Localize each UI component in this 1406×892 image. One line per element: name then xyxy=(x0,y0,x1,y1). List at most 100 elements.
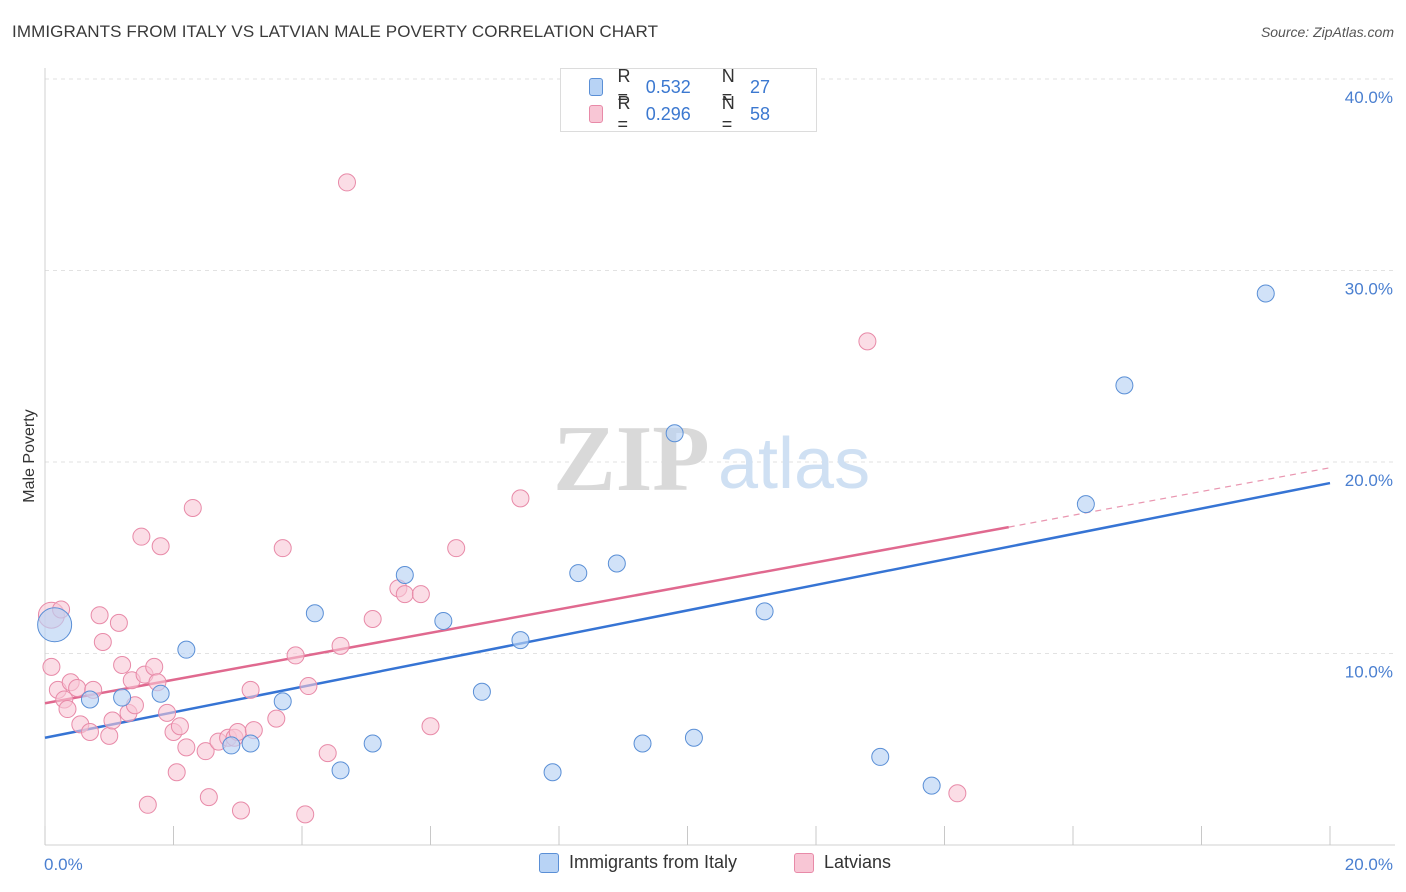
latvians-point xyxy=(109,613,128,632)
italy-point xyxy=(607,554,626,573)
latvians-point xyxy=(858,332,877,351)
legend-row-latvians: R = 0.296 N = 58 xyxy=(589,93,816,134)
latvians-point xyxy=(113,655,132,674)
italy-point xyxy=(151,684,170,703)
italy-point xyxy=(241,734,260,753)
italy-point xyxy=(755,602,774,621)
italy-trend-line xyxy=(44,481,1331,739)
x-tick-label: 20.0% xyxy=(1345,855,1393,874)
latvians-point xyxy=(337,173,356,192)
latvians-point xyxy=(103,711,122,730)
latvians-point xyxy=(138,795,157,814)
italy-point xyxy=(569,564,588,583)
y-axis-title: Male Poverty xyxy=(21,409,38,502)
italy-point xyxy=(222,736,241,755)
italy-point xyxy=(273,692,292,711)
legend-n-label: N = xyxy=(721,66,735,107)
italy-point xyxy=(37,607,73,643)
latvians-point xyxy=(296,805,315,824)
italy-point xyxy=(922,776,941,795)
legend-r-label: R = xyxy=(617,93,631,134)
italy-swatch xyxy=(539,852,559,873)
latvians-point xyxy=(948,784,967,803)
latvians-trend-line xyxy=(44,525,1009,705)
latvians-point xyxy=(411,585,430,604)
y-tick-label: 40.0% xyxy=(1345,88,1393,107)
latvians-point xyxy=(241,680,260,699)
latvians-point xyxy=(145,657,164,676)
latvians-point xyxy=(267,709,286,728)
legend-box: R = 0.532 N = 27 R = 0.296 N = 58 xyxy=(560,66,817,134)
legend-n-label: N = xyxy=(721,93,735,134)
latvians-point xyxy=(421,717,440,736)
y-tick-labels: 10.0% 20.0% 30.0% 40.0% xyxy=(1345,88,1393,682)
latvians-point xyxy=(100,726,119,745)
latvians-point xyxy=(273,539,292,558)
italy-point xyxy=(434,611,453,630)
italy-swatch xyxy=(589,78,604,96)
italy-points xyxy=(37,284,1275,795)
italy-point xyxy=(871,747,890,766)
italy-point xyxy=(113,688,132,707)
trend-lines xyxy=(44,467,1331,739)
italy-point xyxy=(1256,284,1275,303)
latvians-trend-extension xyxy=(1008,467,1331,528)
latvians-point xyxy=(90,606,109,625)
gridlines xyxy=(45,78,1395,654)
latvians-point xyxy=(151,537,170,556)
legend-label-italy: Immigrants from Italy xyxy=(569,852,738,872)
latvians-swatch xyxy=(794,852,814,873)
y-tick-label: 20.0% xyxy=(1345,471,1393,490)
legend-row-italy: R = 0.532 N = 27 xyxy=(589,66,816,107)
x-tick-label: 0.0% xyxy=(44,855,83,874)
latvians-point xyxy=(58,700,77,719)
x-tick-labels: 0.0% 20.0% xyxy=(44,855,1393,874)
italy-point xyxy=(331,761,350,780)
italy-point xyxy=(80,690,99,709)
latvians-point xyxy=(299,677,318,696)
y-tick-label: 30.0% xyxy=(1345,280,1393,299)
legend-r-value: 0.296 xyxy=(645,103,691,124)
latvians-point xyxy=(80,723,99,742)
latvians-point xyxy=(318,744,337,763)
italy-point xyxy=(472,682,491,701)
legend-n-value: 58 xyxy=(749,103,771,124)
italy-point xyxy=(684,728,703,747)
italy-point xyxy=(511,631,530,650)
legend-item-latvians[interactable]: Latvians xyxy=(794,852,891,873)
italy-point xyxy=(363,734,382,753)
latvians-point xyxy=(42,657,61,676)
latvians-point xyxy=(93,633,112,652)
watermark-zip: ZIP xyxy=(553,407,710,511)
legend-item-italy[interactable]: Immigrants from Italy xyxy=(539,852,737,873)
italy-point xyxy=(305,604,324,623)
italy-point xyxy=(177,640,196,659)
legend-r-value: 0.532 xyxy=(645,76,691,97)
latvians-point xyxy=(183,498,202,517)
axes xyxy=(44,68,1395,846)
latvians-point xyxy=(231,801,250,820)
series-legend: Immigrants from Italy Latvians xyxy=(0,852,1406,876)
latvians-point xyxy=(167,763,186,782)
latvians-point xyxy=(511,489,530,508)
italy-point xyxy=(633,734,652,753)
legend-n-value: 27 xyxy=(749,76,771,97)
y-tick-label: 10.0% xyxy=(1345,663,1393,682)
latvians-point xyxy=(395,585,414,604)
latvians-point xyxy=(447,539,466,558)
italy-point xyxy=(395,565,414,584)
latvians-point xyxy=(363,610,382,629)
latvians-point xyxy=(170,717,189,736)
latvians-swatch xyxy=(589,105,604,123)
latvians-point xyxy=(286,646,305,665)
source-credit: Source: ZipAtlas.com xyxy=(1260,24,1394,40)
italy-point xyxy=(1115,376,1134,395)
italy-point xyxy=(1076,495,1095,514)
chart-title: IMMIGRANTS FROM ITALY VS LATVIAN MALE PO… xyxy=(12,22,659,41)
legend-label-latvians: Latvians xyxy=(824,852,892,872)
latvians-point xyxy=(331,636,350,655)
watermark-atlas: atlas xyxy=(718,424,870,504)
legend-r-label: R = xyxy=(617,66,631,107)
italy-point xyxy=(543,763,562,782)
